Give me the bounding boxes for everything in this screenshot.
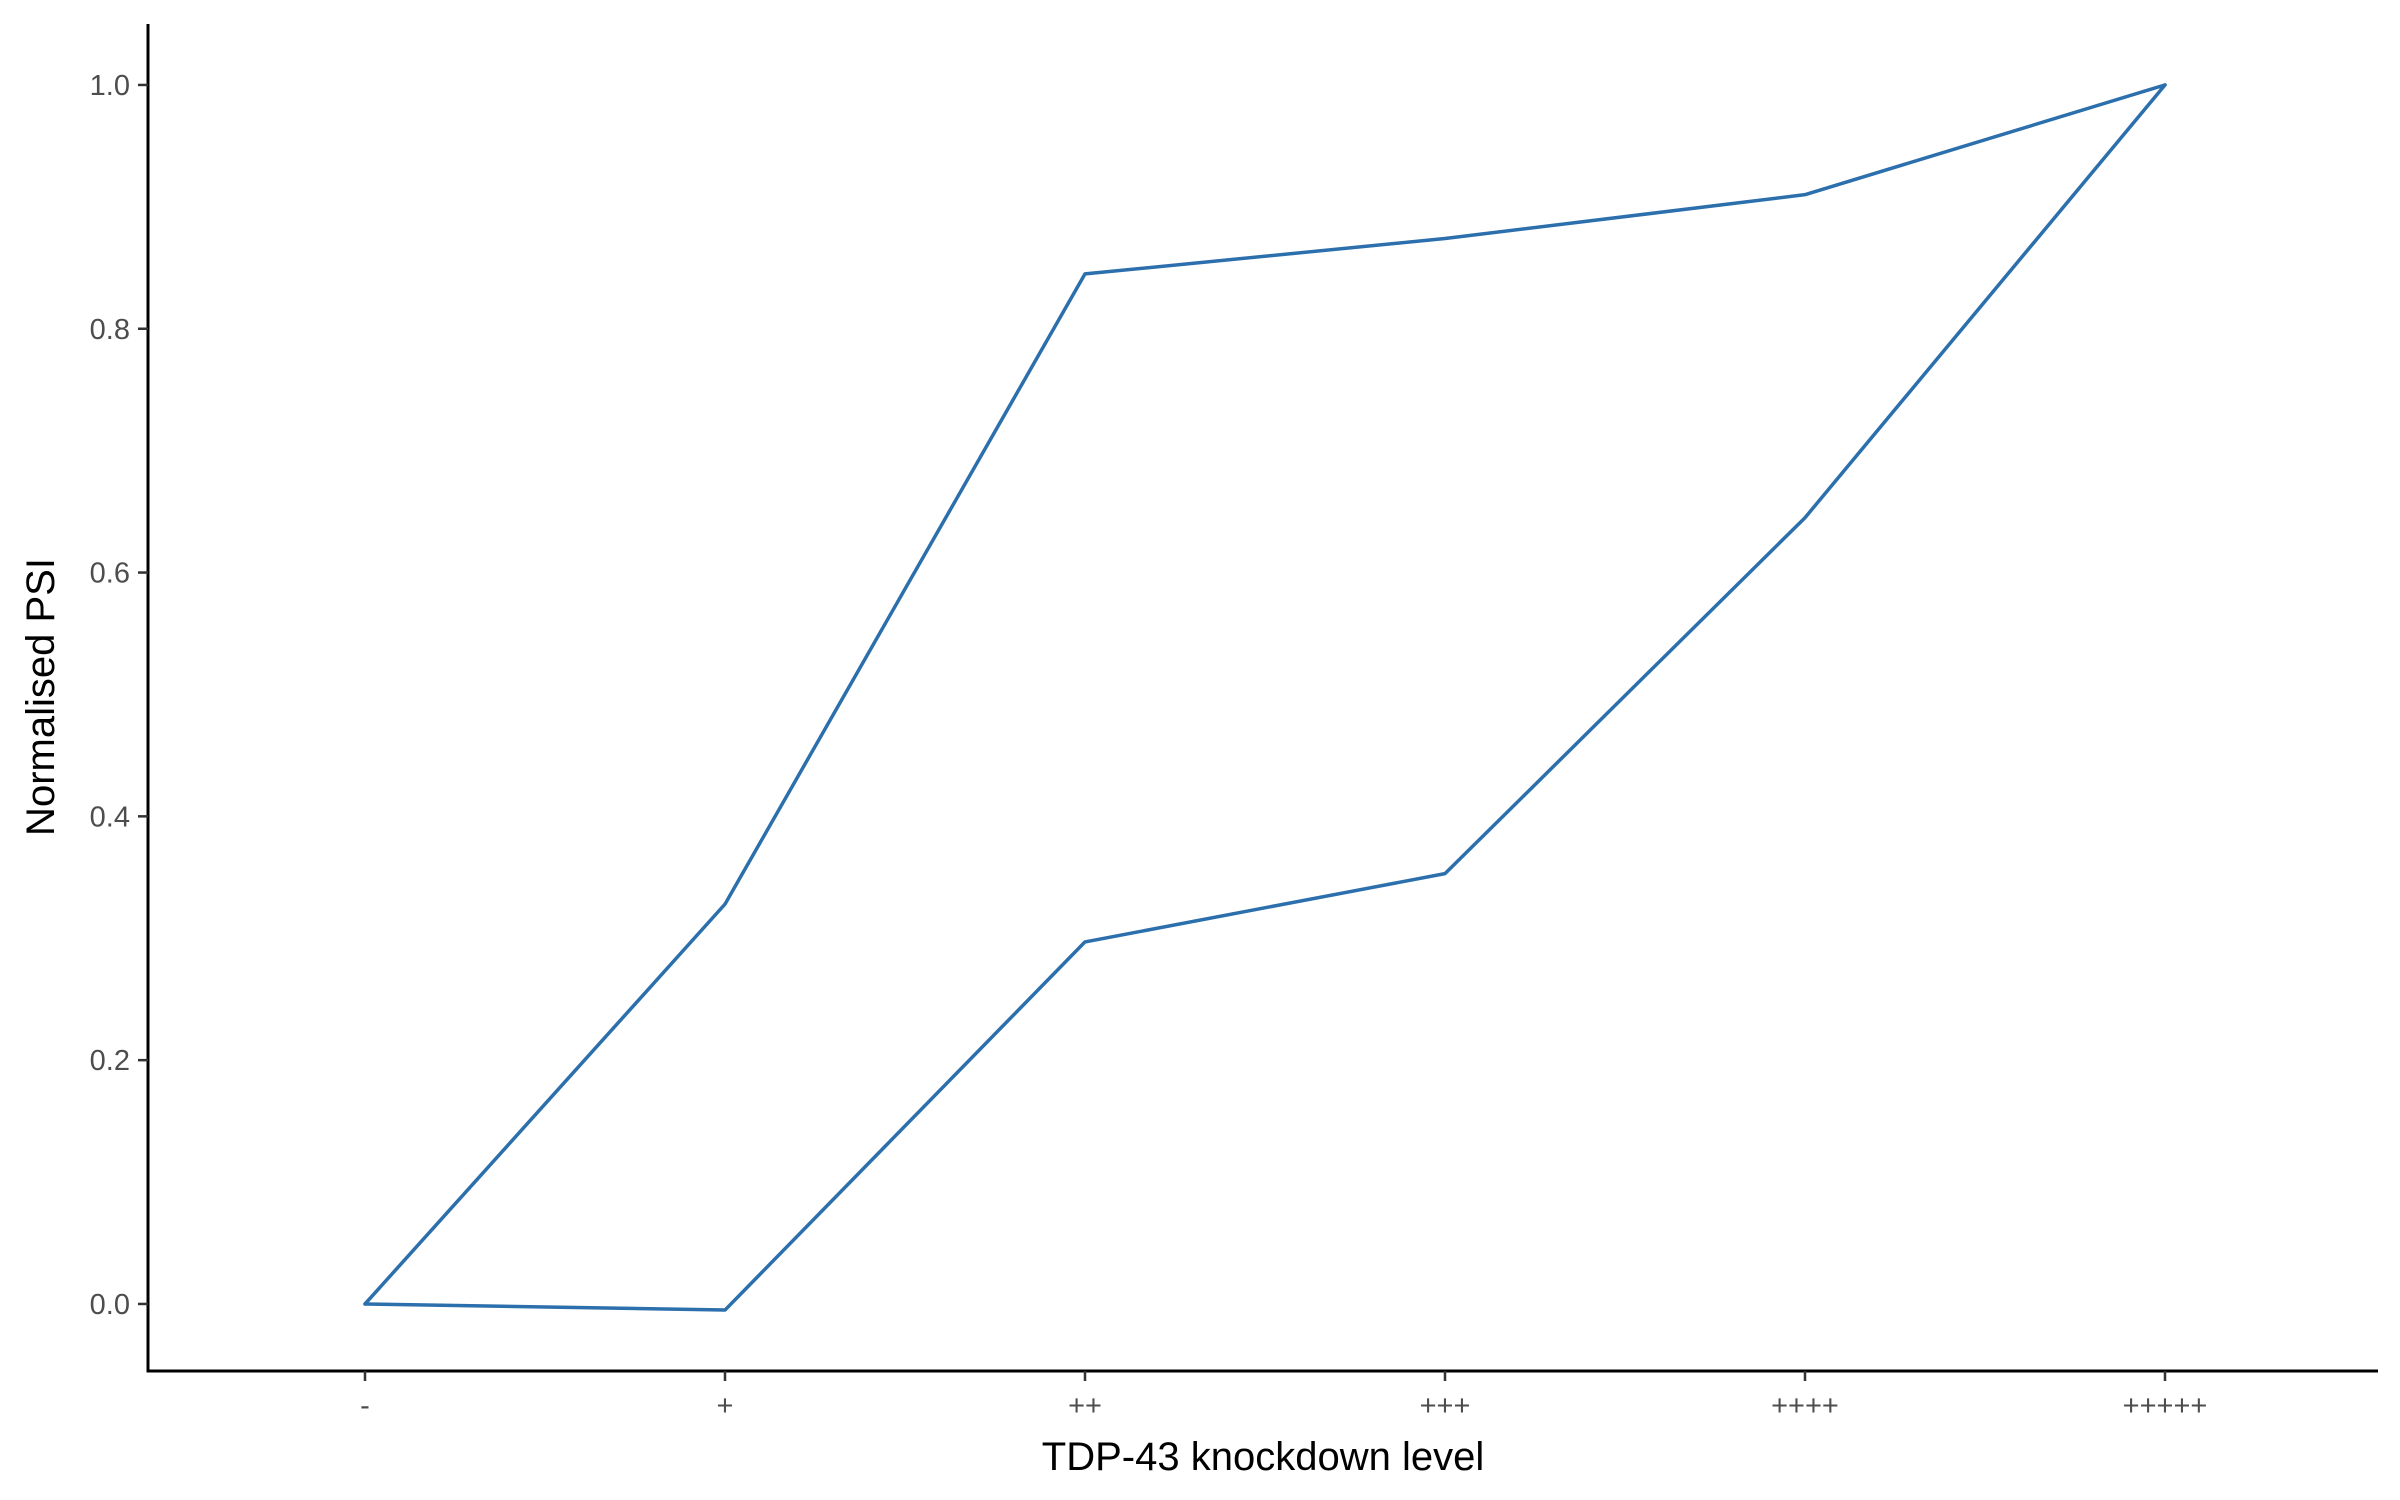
y-tick-label: 0.6 xyxy=(90,558,130,590)
x-axis-ticks: - + ++ +++ ++++ +++++ xyxy=(360,1371,2207,1422)
series-line-2 xyxy=(363,83,2167,1312)
series-line-1 xyxy=(363,83,2167,1306)
y-tick-label: 0.8 xyxy=(90,314,130,346)
y-tick-label: 0.4 xyxy=(90,801,130,833)
x-axis-title: TDP-43 knockdown level xyxy=(1042,1435,1484,1479)
axes xyxy=(146,24,2378,1373)
series-layer xyxy=(363,83,2167,1312)
x-tick-label: - xyxy=(360,1390,370,1422)
y-tick-label: 0.0 xyxy=(90,1289,130,1321)
x-tick-label: +++++ xyxy=(2123,1390,2208,1422)
x-tick-label: + xyxy=(717,1390,734,1422)
x-tick-label: ++++ xyxy=(1771,1390,1839,1422)
y-axis-title: Normalised PSI xyxy=(19,558,63,836)
x-tick-label: +++ xyxy=(1420,1390,1471,1422)
y-axis-ticks: 0.0 0.2 0.4 0.6 0.8 1.0 xyxy=(90,70,148,1321)
x-tick-label: ++ xyxy=(1068,1390,1102,1422)
y-tick-label: 0.2 xyxy=(90,1045,130,1077)
y-tick-label: 1.0 xyxy=(90,70,130,102)
